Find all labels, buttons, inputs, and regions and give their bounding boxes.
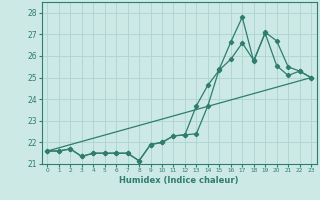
X-axis label: Humidex (Indice chaleur): Humidex (Indice chaleur) <box>119 176 239 185</box>
